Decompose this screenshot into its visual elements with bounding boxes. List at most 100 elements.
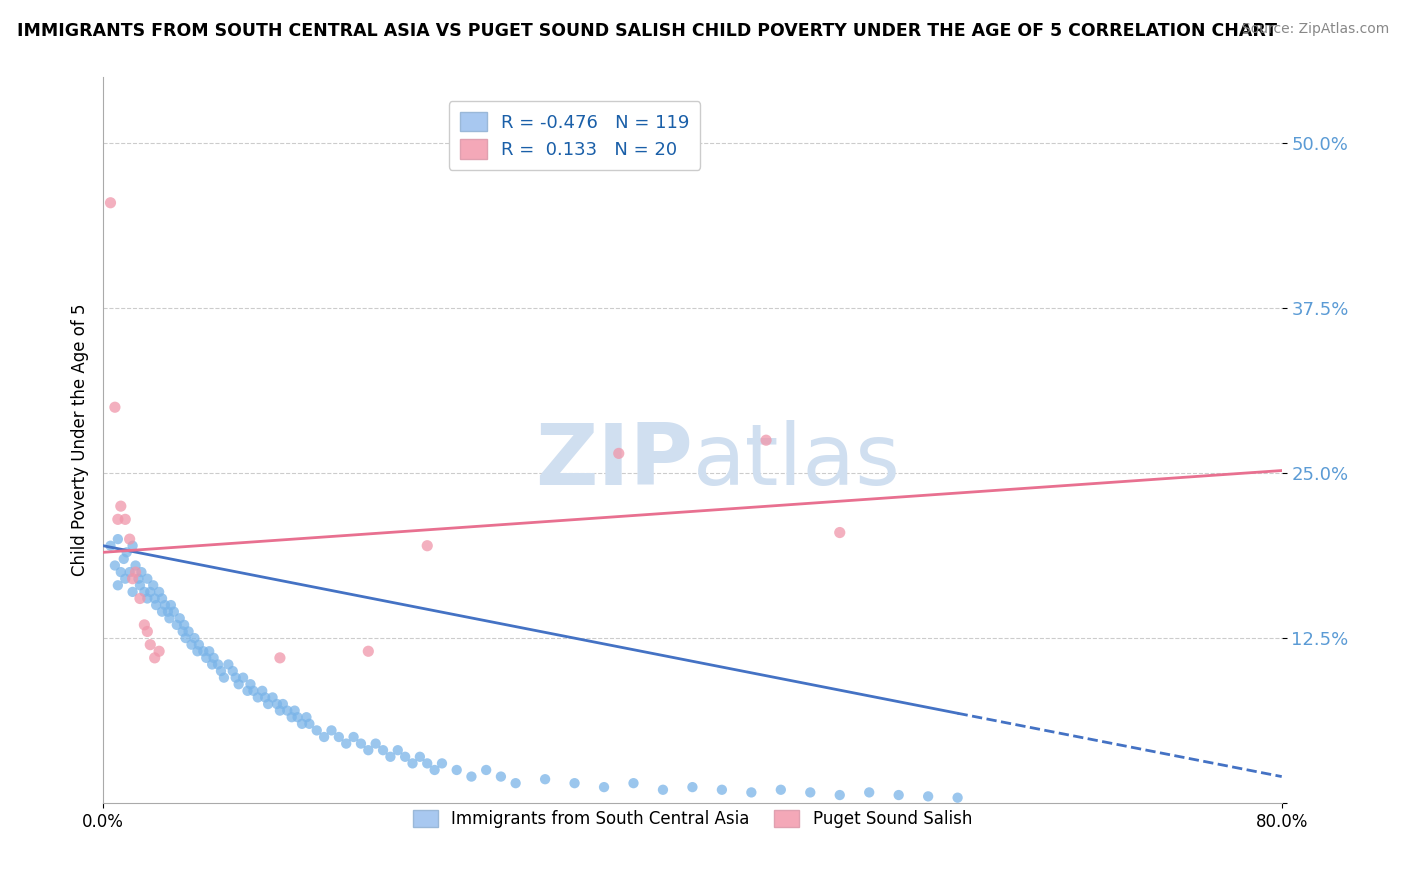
Point xyxy=(917,789,939,804)
Point xyxy=(201,657,224,672)
Point xyxy=(280,710,302,724)
Point xyxy=(475,763,498,777)
Point xyxy=(328,730,350,744)
Point xyxy=(460,770,482,784)
Point xyxy=(166,618,188,632)
Point xyxy=(430,756,453,771)
Point xyxy=(107,532,129,546)
Point xyxy=(143,591,166,606)
Point xyxy=(100,195,122,210)
Point xyxy=(145,598,167,612)
Point xyxy=(129,591,152,606)
Point xyxy=(416,539,439,553)
Point xyxy=(186,644,208,658)
Point xyxy=(295,710,318,724)
Point xyxy=(287,710,309,724)
Point xyxy=(254,690,277,705)
Point xyxy=(623,776,645,790)
Point xyxy=(100,539,122,553)
Point xyxy=(136,572,159,586)
Point xyxy=(118,532,141,546)
Point xyxy=(104,558,127,573)
Point xyxy=(394,749,416,764)
Point xyxy=(416,756,439,771)
Point xyxy=(858,785,880,799)
Point xyxy=(160,598,183,612)
Point xyxy=(242,683,264,698)
Point xyxy=(305,723,328,738)
Point xyxy=(321,723,343,738)
Point xyxy=(946,790,969,805)
Point xyxy=(740,785,762,799)
Text: Source: ZipAtlas.com: Source: ZipAtlas.com xyxy=(1241,22,1389,37)
Point xyxy=(271,697,294,711)
Point xyxy=(107,578,129,592)
Point xyxy=(114,572,136,586)
Point xyxy=(489,770,512,784)
Point xyxy=(291,716,314,731)
Point xyxy=(187,638,209,652)
Text: atlas: atlas xyxy=(692,420,900,503)
Point xyxy=(143,651,166,665)
Point xyxy=(177,624,200,639)
Point xyxy=(193,644,215,658)
Point xyxy=(828,788,851,802)
Point xyxy=(828,525,851,540)
Point xyxy=(202,651,225,665)
Point xyxy=(225,671,247,685)
Point xyxy=(755,433,778,447)
Point xyxy=(380,749,402,764)
Point xyxy=(112,552,135,566)
Point xyxy=(136,591,159,606)
Point xyxy=(262,690,284,705)
Point xyxy=(198,644,221,658)
Point xyxy=(195,651,218,665)
Point xyxy=(887,788,910,802)
Point xyxy=(357,644,380,658)
Point xyxy=(222,664,245,678)
Point xyxy=(153,598,176,612)
Point xyxy=(136,624,159,639)
Point xyxy=(115,545,138,559)
Point xyxy=(446,763,468,777)
Point xyxy=(104,401,127,415)
Point xyxy=(183,631,205,645)
Point xyxy=(534,772,557,787)
Point xyxy=(266,697,288,711)
Point xyxy=(163,605,186,619)
Point xyxy=(150,591,173,606)
Point xyxy=(710,782,733,797)
Point xyxy=(284,704,307,718)
Point xyxy=(207,657,229,672)
Point xyxy=(121,585,143,599)
Point xyxy=(246,690,269,705)
Point xyxy=(148,644,170,658)
Point xyxy=(150,605,173,619)
Point xyxy=(159,611,181,625)
Point xyxy=(799,785,821,799)
Point xyxy=(139,638,162,652)
Point xyxy=(174,631,197,645)
Point xyxy=(110,565,132,579)
Point xyxy=(342,730,364,744)
Point xyxy=(212,671,235,685)
Point xyxy=(173,618,195,632)
Point xyxy=(127,572,149,586)
Point xyxy=(232,671,254,685)
Point xyxy=(129,578,152,592)
Point xyxy=(357,743,380,757)
Point xyxy=(131,565,153,579)
Point xyxy=(217,657,239,672)
Point xyxy=(107,512,129,526)
Point xyxy=(401,756,423,771)
Point xyxy=(269,704,291,718)
Point xyxy=(209,664,232,678)
Point xyxy=(124,558,146,573)
Point xyxy=(269,651,291,665)
Point xyxy=(172,624,194,639)
Point xyxy=(124,565,146,579)
Point xyxy=(121,572,143,586)
Point xyxy=(118,565,141,579)
Point xyxy=(335,737,357,751)
Point xyxy=(505,776,527,790)
